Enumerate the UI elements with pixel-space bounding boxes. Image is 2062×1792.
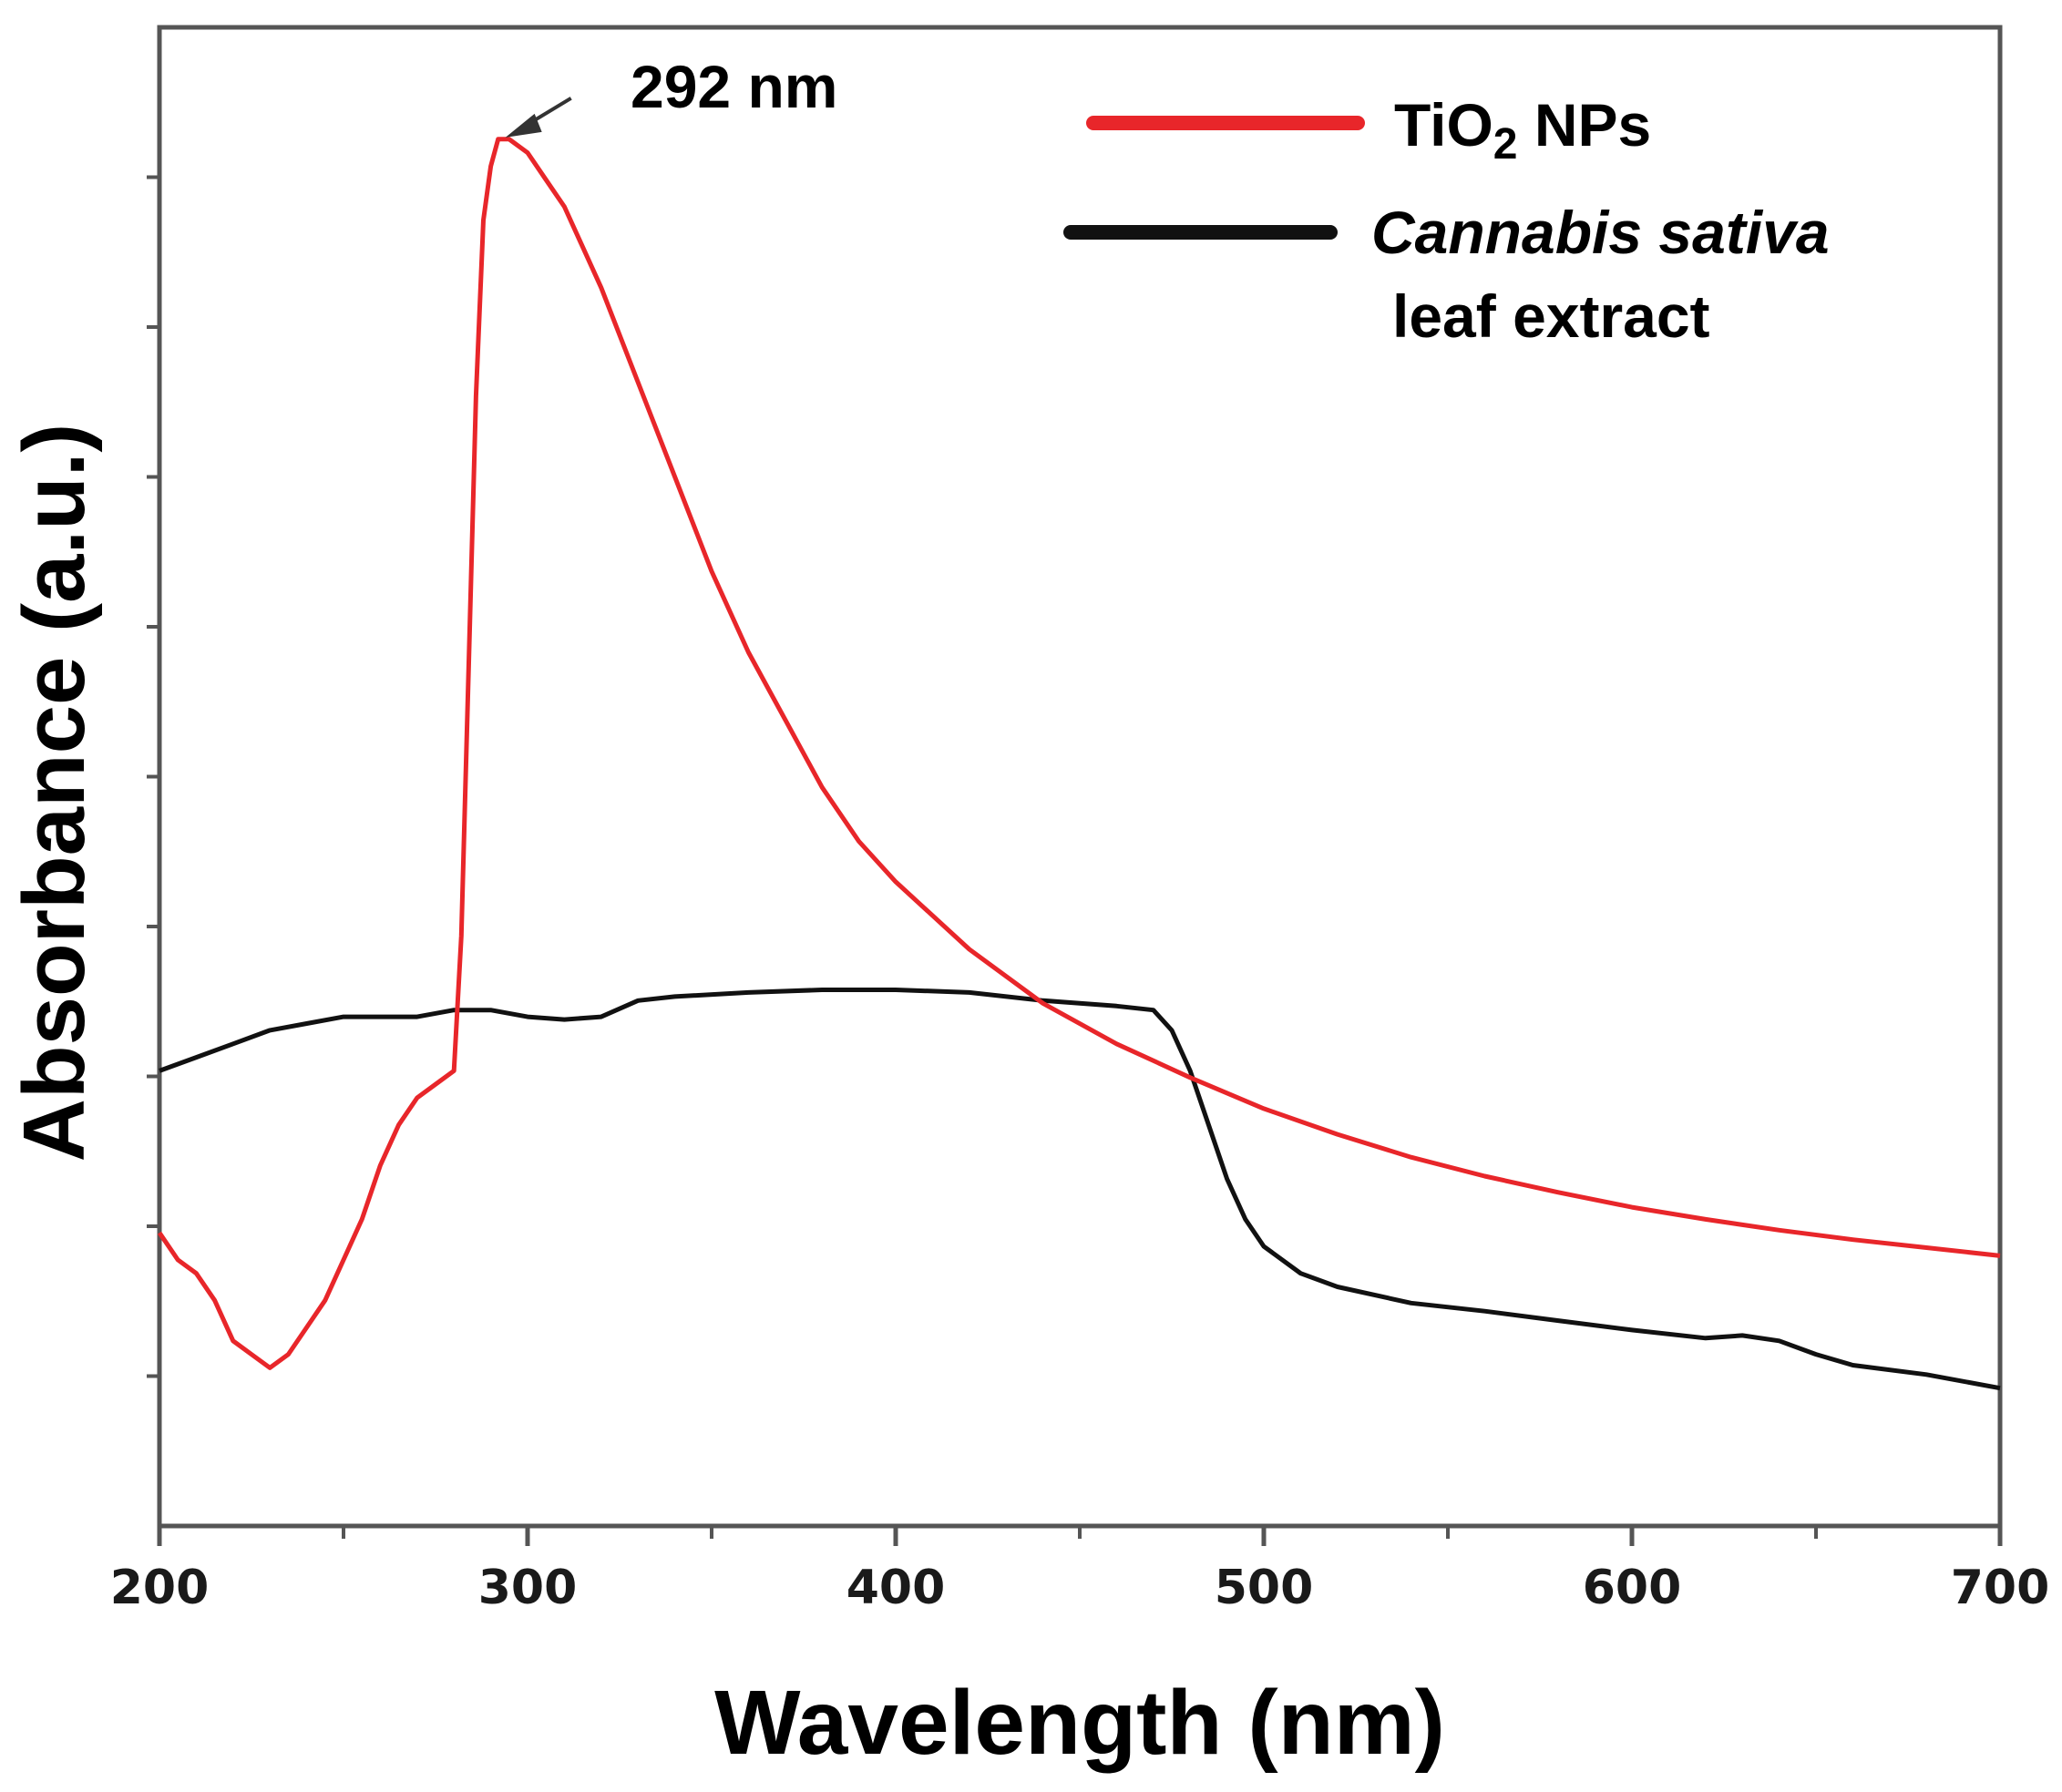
x-tick-label: 500 [1215, 1561, 1314, 1615]
peak-annotation: 292 nm [505, 53, 837, 138]
x-tick-label: 300 [478, 1561, 578, 1615]
x-axis-ticks: 200 300 400 500 600 700 [110, 1526, 2050, 1615]
legend-label-tio2-subscript: 2 [1493, 120, 1518, 169]
series-line-tio2 [157, 137, 2001, 1370]
series-layer [157, 137, 2001, 1391]
x-tick-label: 600 [1583, 1561, 1682, 1615]
legend: TiO2 NPs Cannabis sativa leaf extract [1063, 91, 1830, 350]
legend-label-cannabis-line2: leaf extract [1392, 282, 1710, 350]
annotation-arrow-head [505, 113, 542, 138]
x-tick-label: 200 [110, 1561, 210, 1615]
annotation-label: 292 nm [631, 53, 837, 120]
legend-label-tio2-main: TiO [1394, 91, 1493, 159]
series-line-cannabis [159, 988, 2001, 1391]
x-tick-label: 700 [1951, 1561, 2050, 1615]
legend-label-cannabis-line1: Cannabis sativa [1371, 199, 1830, 266]
y-axis-ticks [147, 175, 159, 1378]
legend-label-tio2: TiO2 NPs [1394, 91, 1651, 169]
x-axis-title: Wavelength (nm) [714, 1672, 1445, 1774]
y-axis-title: Absorbance (a.u.) [5, 424, 103, 1162]
legend-label-tio2-rest: NPs [1518, 91, 1652, 159]
x-tick-label: 400 [846, 1561, 946, 1615]
